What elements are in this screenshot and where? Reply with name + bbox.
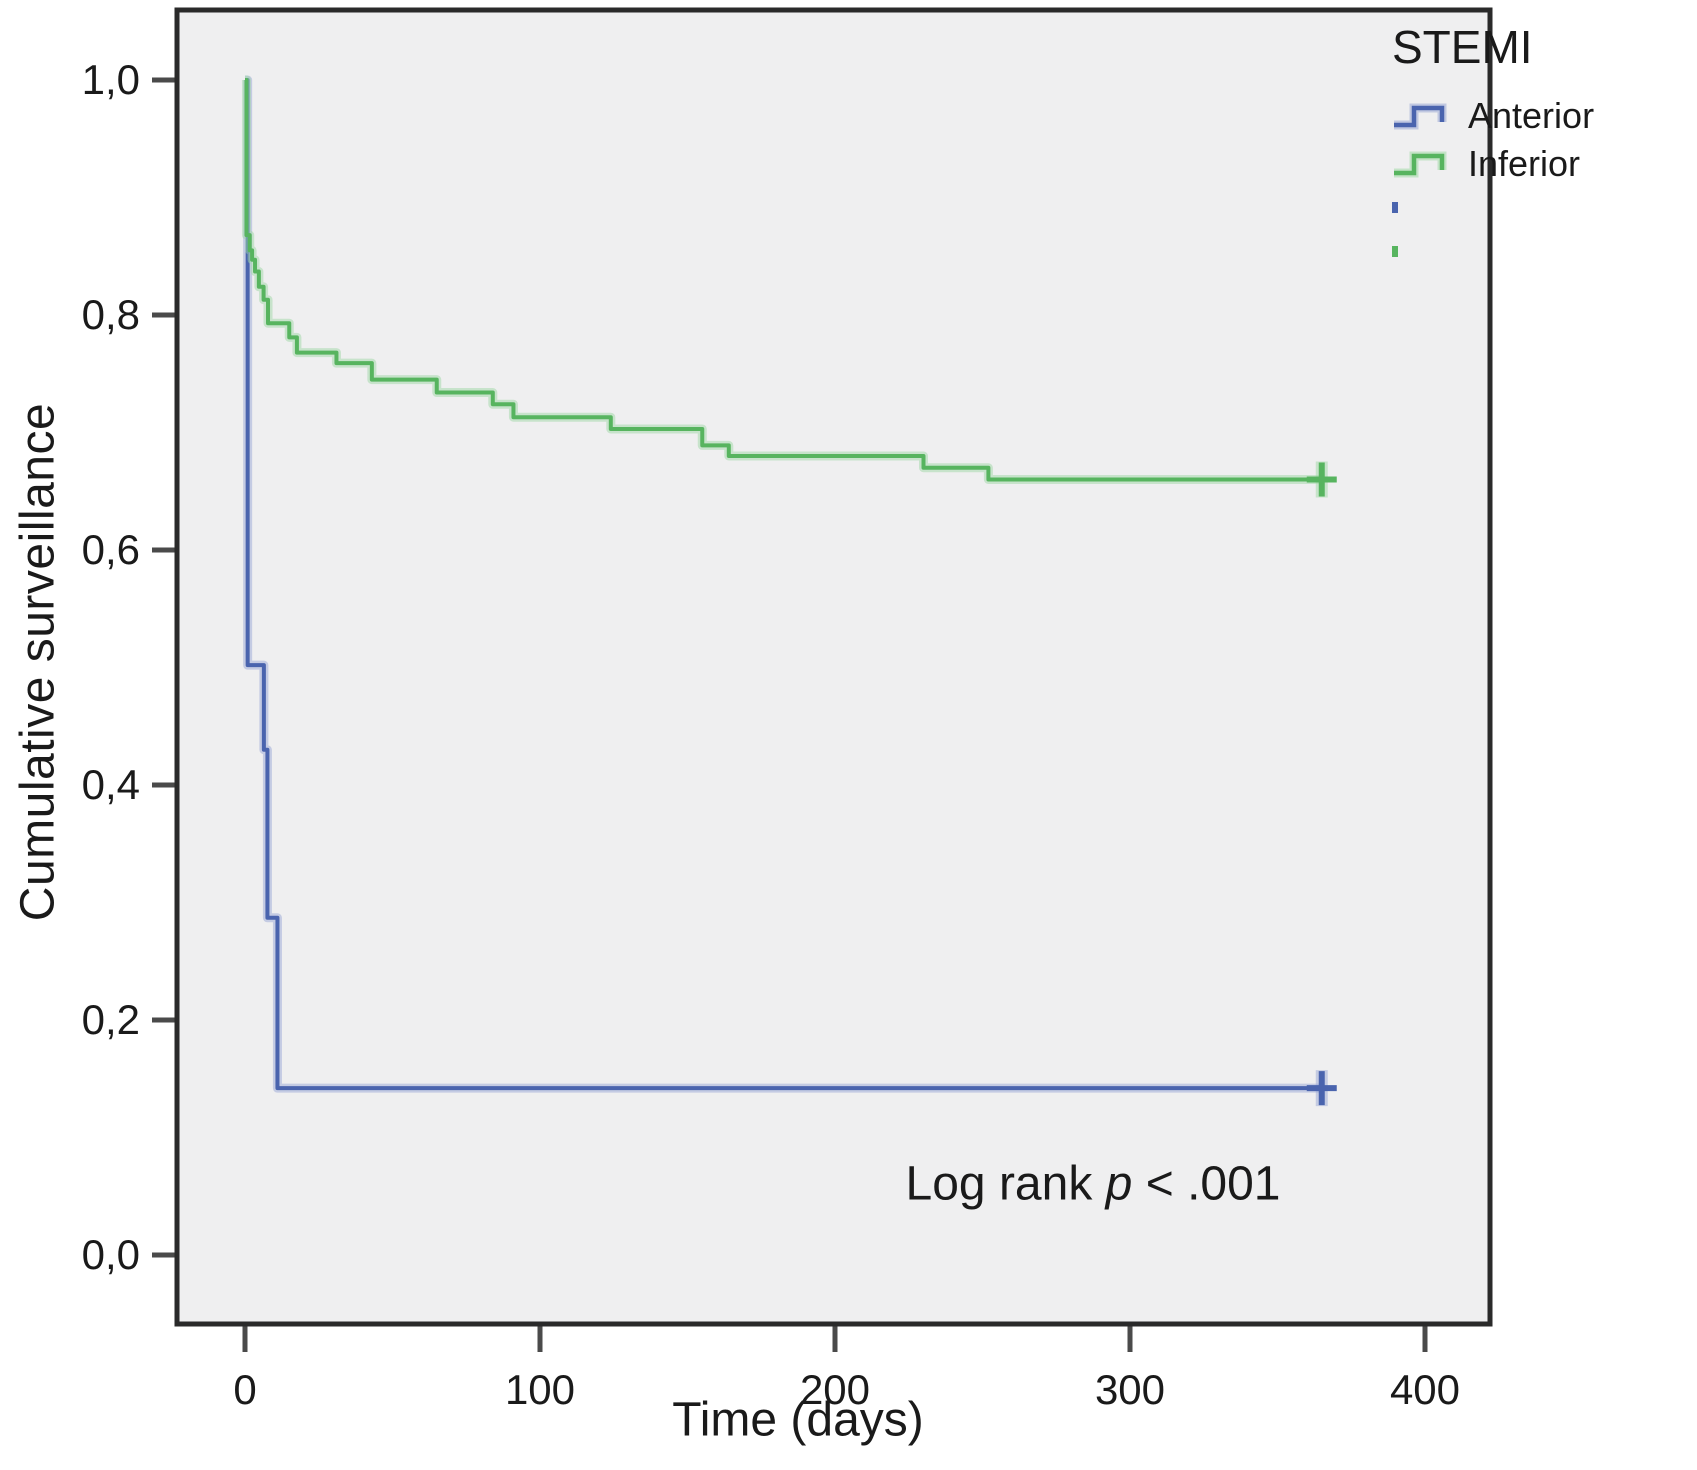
anterior-censored-mark-icon (1392, 202, 1398, 213)
log-rank-text: Log rank (905, 1157, 1106, 1211)
legend-title: STEMI (1392, 21, 1533, 73)
y-tick-label: 0,4 (82, 761, 140, 808)
x-tick-label: 100 (505, 1366, 575, 1413)
anterior-step-line-icon (1394, 103, 1447, 130)
series-line-inferior (244, 78, 1322, 482)
log-rank-value: < .001 (1132, 1157, 1281, 1211)
x-axis-title: Time (days) (672, 1393, 924, 1447)
p-value-symbol: p (1105, 1157, 1133, 1211)
y-tick-label: 1,0 (82, 56, 140, 103)
y-tick-label: 0,6 (82, 526, 140, 573)
y-tick-label: 0,8 (82, 291, 140, 338)
y-tick-label: 0,2 (82, 996, 140, 1043)
x-tick-label: 400 (1390, 1366, 1460, 1413)
legend: STEMI Anterior Inferior (1392, 20, 1594, 192)
y-tick-label: 0,0 (82, 1231, 140, 1278)
x-tick-label: 300 (1095, 1366, 1165, 1413)
log-rank-annotation: Log rank p < .001 (906, 1157, 1281, 1212)
legend-entry-inferior: Inferior (1392, 143, 1594, 184)
series-line-anterior (245, 78, 1322, 1091)
legend-entry-anterior: Anterior (1392, 95, 1595, 136)
plot-frame (174, 7, 1493, 1327)
plot-area-background (177, 10, 1490, 1324)
inferior-step-line-icon (1394, 151, 1447, 178)
x-tick-label: 200 (800, 1366, 870, 1413)
inferior-censored-mark-icon (1392, 246, 1398, 257)
legend-label-anterior: Anterior (1468, 95, 1595, 136)
y-axis-title: Cumulative surveillance (11, 402, 65, 922)
legend-label-inferior: Inferior (1468, 143, 1581, 184)
x-tick-label: 0 (233, 1366, 256, 1413)
